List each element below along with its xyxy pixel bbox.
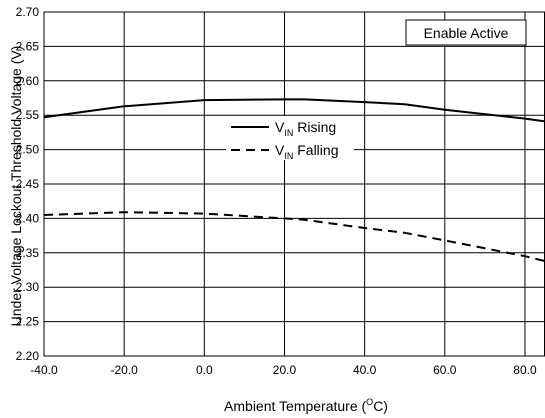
legend-label-rising-rest: Rising: [293, 119, 336, 135]
legend-label-falling-rest: Falling: [293, 142, 338, 158]
annotation-text: Enable Active: [424, 25, 509, 41]
legend-label-falling-sub: IN: [284, 151, 293, 161]
legend-label-falling-main: V: [275, 142, 285, 158]
x-axis-title: Ambient Temperature (OC): [224, 397, 388, 414]
legend-label-rising-sub: IN: [284, 128, 293, 138]
legend-label-falling: VIN Falling: [275, 142, 338, 161]
x-tick-label: -40.0: [30, 363, 58, 377]
legend-label-rising-main: V: [275, 119, 285, 135]
x-axis-title-sup: O: [366, 397, 373, 407]
x-tick-labels: -40.0 -20.0 0.0 20.0 40.0 60.0 80.0: [30, 363, 537, 377]
y-tick-label: 2.25: [16, 315, 40, 329]
y-tick-label: 2.50: [16, 143, 40, 157]
legend-label-rising: VIN Rising: [275, 119, 336, 138]
x-tick-label: 20.0: [273, 363, 297, 377]
y-tick-label: 2.40: [16, 211, 40, 225]
x-axis-title-suffix: C): [373, 398, 388, 414]
y-tick-label: 2.70: [16, 5, 40, 19]
y-tick-label: 2.35: [16, 246, 40, 260]
y-tick-labels: 2.20 2.25 2.30 2.35 2.40 2.45 2.50 2.55 2.60 2.65…: [16, 5, 40, 363]
annotation-box: Enable Active: [405, 19, 527, 46]
series-line-rising: [43, 98, 545, 123]
y-tick-label: 2.20: [16, 349, 40, 363]
y-tick-label: 2.55: [16, 108, 40, 122]
x-tick-label: -20.0: [110, 363, 138, 377]
grid: [43, 11, 545, 357]
y-axis-title: Under Voltage Lockout Threshold Voltage …: [8, 46, 24, 327]
x-axis-title-main: Ambient Temperature (: [224, 398, 366, 414]
series-layer: [43, 98, 545, 263]
y-tick-label: 2.45: [16, 177, 40, 191]
y-tick-label: 2.65: [16, 39, 40, 53]
x-tick-label: 60.0: [433, 363, 457, 377]
y-tick-label: 2.60: [16, 74, 40, 88]
y-tick-label: 2.30: [16, 280, 40, 294]
series-line-falling: [43, 211, 545, 263]
x-tick-label: 80.0: [513, 363, 537, 377]
x-tick-label: 40.0: [353, 363, 377, 377]
x-tick-label: 0.0: [196, 363, 213, 377]
legend: VIN Rising VIN Falling: [226, 116, 354, 161]
